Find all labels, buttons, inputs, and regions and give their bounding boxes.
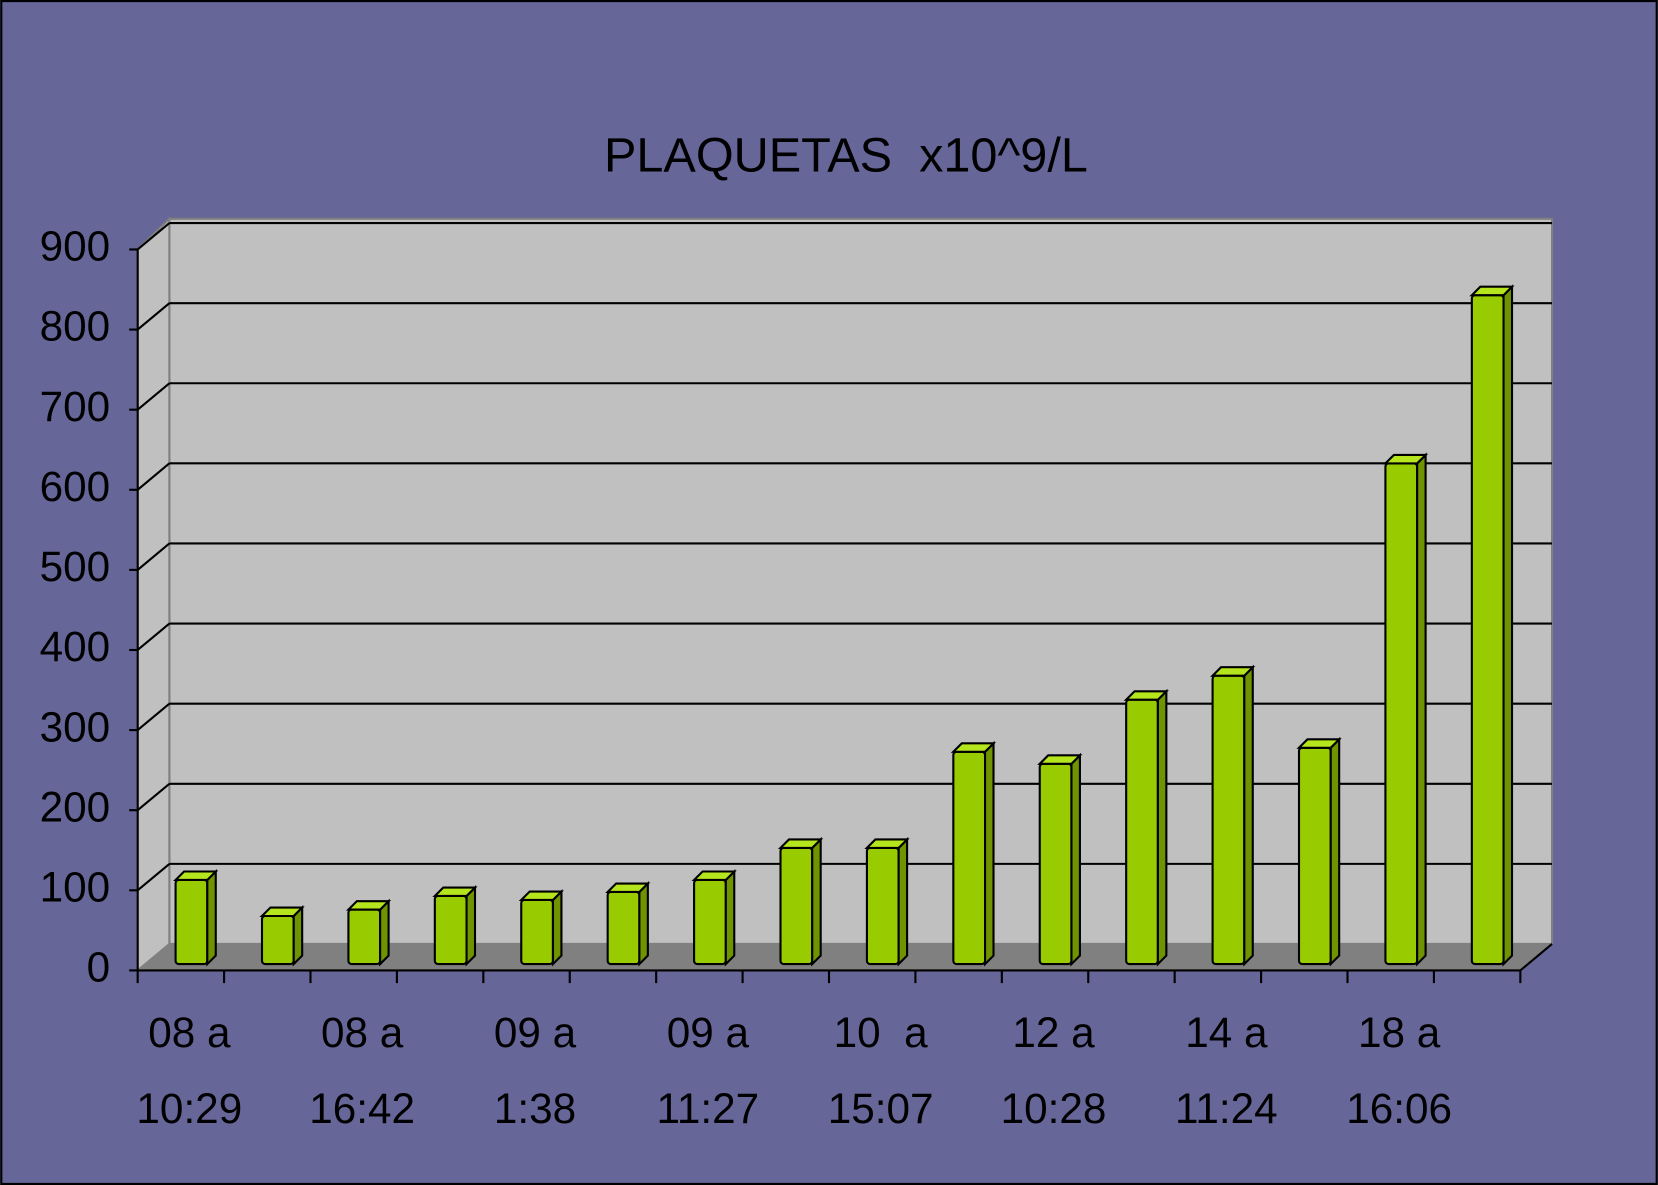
grid-line (136, 222, 171, 251)
chart-title: PLAQUETAS x10^9/L (604, 128, 1088, 182)
y-tick-label: 800 (40, 303, 111, 350)
bar (1211, 674, 1246, 966)
x-tick-label: 16:06 (1346, 1085, 1452, 1132)
bar-side (724, 868, 736, 967)
bar-top (173, 870, 219, 882)
x-tick-label: 08 a (321, 1009, 404, 1056)
side-wall (136, 216, 171, 973)
bar-top (518, 890, 564, 902)
bar-top (1296, 738, 1342, 749)
x-tick-label: 08 a (148, 1009, 231, 1056)
bar (433, 894, 468, 966)
bar (520, 898, 555, 966)
bar (693, 878, 727, 966)
y-tick-label: 100 (40, 863, 111, 910)
grid-line (136, 863, 171, 892)
y-tick-label: 500 (40, 543, 111, 590)
bar-top (1037, 754, 1083, 765)
grid-line (136, 702, 171, 731)
grid-line (136, 622, 171, 651)
y-tick-label: 300 (40, 703, 111, 750)
grid-line (136, 782, 171, 812)
bar-top (864, 838, 910, 849)
bar (347, 908, 382, 966)
grid-line (136, 302, 171, 331)
x-tick-label: 11:24 (1175, 1085, 1278, 1132)
bar-top (1469, 285, 1515, 297)
x-tick-label: 1:38 (494, 1085, 576, 1132)
bar-top (605, 882, 651, 894)
y-tick-label: 200 (40, 783, 111, 830)
x-tick-label: 10:29 (136, 1085, 242, 1132)
bar (174, 878, 209, 966)
bar-top (777, 838, 824, 849)
bar (1125, 698, 1159, 966)
x-tick-label: 11:27 (657, 1085, 760, 1132)
bar (606, 890, 641, 966)
bar-side (1243, 664, 1254, 967)
bar-side (551, 888, 563, 967)
bar-side (1156, 688, 1168, 967)
bar-top (345, 900, 392, 911)
bar-side (897, 836, 909, 967)
bar-top (1382, 453, 1429, 465)
bar-top (432, 886, 478, 898)
bar (1038, 762, 1073, 966)
bar (260, 914, 295, 966)
bar-top (1210, 666, 1256, 677)
bar-side (465, 884, 477, 967)
y-tick-label: 900 (40, 223, 111, 270)
bar (1470, 294, 1505, 966)
floor (137, 943, 1553, 971)
bar-top (950, 742, 997, 753)
bar-side (1416, 452, 1427, 967)
bar (1384, 462, 1419, 966)
y-tick-label: 600 (40, 463, 111, 510)
y-tick-label: 400 (40, 623, 111, 670)
x-tick-label: 10:28 (1001, 1085, 1107, 1132)
x-tick-label: 12 a (1012, 1009, 1095, 1056)
x-tick-label: 09 a (667, 1009, 750, 1056)
x-axis-depth (1519, 943, 1553, 972)
bar (1297, 746, 1332, 966)
bar-side (1502, 284, 1514, 967)
bar-side (1070, 752, 1081, 967)
bar (779, 846, 814, 966)
bar-side (206, 868, 217, 967)
x-tick-label: 15:07 (828, 1085, 934, 1132)
bar-side (1329, 736, 1341, 967)
x-tick-label: 18 a (1358, 1009, 1441, 1056)
x-tick-label: 14 a (1185, 1009, 1268, 1056)
bar-top (691, 870, 737, 882)
grid-line (136, 542, 171, 571)
x-tick-label: 16:42 (309, 1085, 415, 1132)
bar (865, 846, 900, 966)
y-tick-label: 0 (87, 944, 111, 991)
grid-line (136, 462, 171, 491)
bar (952, 750, 987, 966)
x-tick-label: 09 a (494, 1009, 577, 1056)
x-tick-label: 10 a (834, 1009, 928, 1056)
bar-side (638, 880, 649, 967)
bar-side (983, 740, 995, 967)
grid-line (136, 382, 171, 411)
bar-top (1123, 690, 1169, 701)
y-tick-label: 700 (40, 383, 111, 430)
bar-top (259, 906, 305, 918)
bar-side (811, 836, 822, 967)
bar-side (379, 898, 390, 967)
back-wall (168, 217, 1554, 946)
